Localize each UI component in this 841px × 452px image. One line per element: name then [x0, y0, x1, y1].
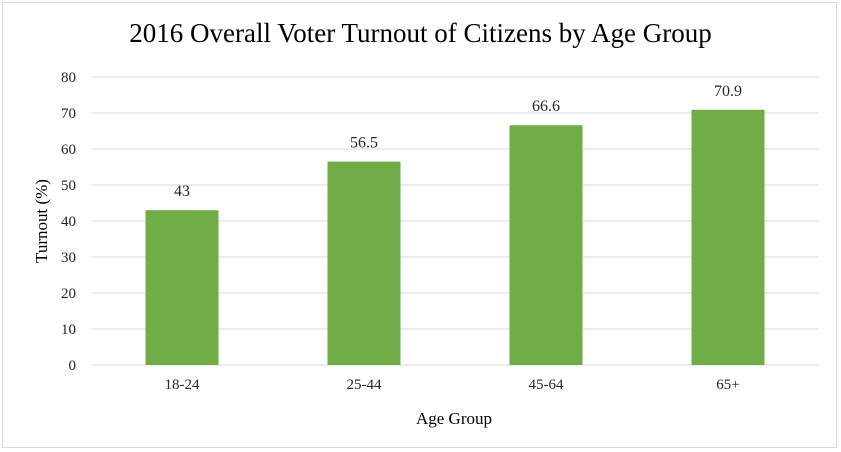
data-label: 56.5: [350, 135, 378, 152]
y-tick-label: 50: [61, 178, 76, 194]
y-tick-label: 40: [61, 214, 76, 230]
y-tick-label: 30: [61, 250, 76, 266]
data-label: 66.6: [532, 98, 560, 115]
x-tick-label: 18-24: [165, 377, 200, 393]
bars: [145, 109, 765, 366]
y-axis-title: Turnout (%): [32, 179, 51, 263]
y-tick-label: 60: [61, 142, 76, 158]
data-labels: 43 56.5 66.6 70.9: [174, 83, 742, 200]
x-tick-label: 45-64: [529, 377, 564, 393]
y-tick-label: 80: [61, 70, 76, 86]
y-tick-labels: 0 10 20 30 40 50 60 70 80: [61, 70, 76, 374]
y-tick-label: 20: [61, 286, 76, 302]
x-tick-labels: 18-24 25-44 45-64 65+: [165, 377, 740, 393]
x-tick-label: 65+: [716, 377, 739, 393]
data-label: 43: [174, 183, 190, 200]
bar: [509, 125, 583, 366]
bar: [145, 210, 219, 365]
bar: [327, 161, 401, 365]
data-label: 70.9: [714, 83, 742, 100]
y-tick-label: 10: [61, 322, 76, 338]
y-tick-label: 0: [69, 358, 77, 374]
x-axis-title: Age Group: [416, 409, 492, 428]
y-tick-label: 70: [61, 106, 76, 122]
chart-title: 2016 Overall Voter Turnout of Citizens b…: [129, 18, 712, 48]
bar: [691, 109, 765, 365]
x-tick-label: 25-44: [347, 377, 382, 393]
